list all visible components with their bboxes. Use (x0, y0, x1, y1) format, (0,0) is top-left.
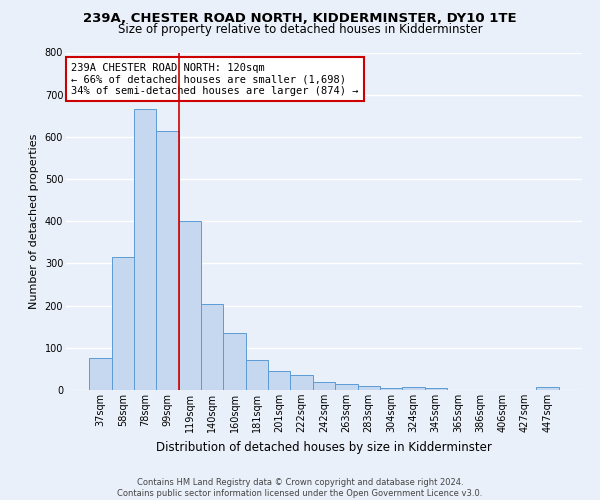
Bar (268, 371, 290, 390)
Text: 239A, CHESTER ROAD NORTH, KIDDERMINSTER, DY10 1TE: 239A, CHESTER ROAD NORTH, KIDDERMINSTER,… (83, 12, 517, 26)
Bar (536, 386, 559, 390)
X-axis label: Distribution of detached houses by size in Kidderminster: Distribution of detached houses by size … (156, 440, 492, 454)
Bar (335, 384, 358, 390)
Bar (223, 333, 246, 390)
Text: 239A CHESTER ROAD NORTH: 120sqm
← 66% of detached houses are smaller (1,698)
34%: 239A CHESTER ROAD NORTH: 120sqm ← 66% of… (71, 62, 359, 96)
Bar (425, 388, 447, 390)
Bar (246, 360, 268, 390)
Bar (179, 221, 201, 390)
Text: Size of property relative to detached houses in Kidderminster: Size of property relative to detached ho… (118, 22, 482, 36)
Bar (157, 130, 179, 390)
Y-axis label: Number of detached properties: Number of detached properties (29, 134, 39, 309)
Bar (358, 386, 380, 390)
Bar (380, 388, 402, 390)
Bar (290, 375, 313, 390)
Bar (89, 358, 112, 390)
Bar (402, 386, 425, 390)
Bar (134, 110, 157, 390)
Bar (112, 257, 134, 390)
Bar (313, 382, 335, 390)
Text: Contains HM Land Registry data © Crown copyright and database right 2024.
Contai: Contains HM Land Registry data © Crown c… (118, 478, 482, 498)
Bar (201, 304, 223, 390)
